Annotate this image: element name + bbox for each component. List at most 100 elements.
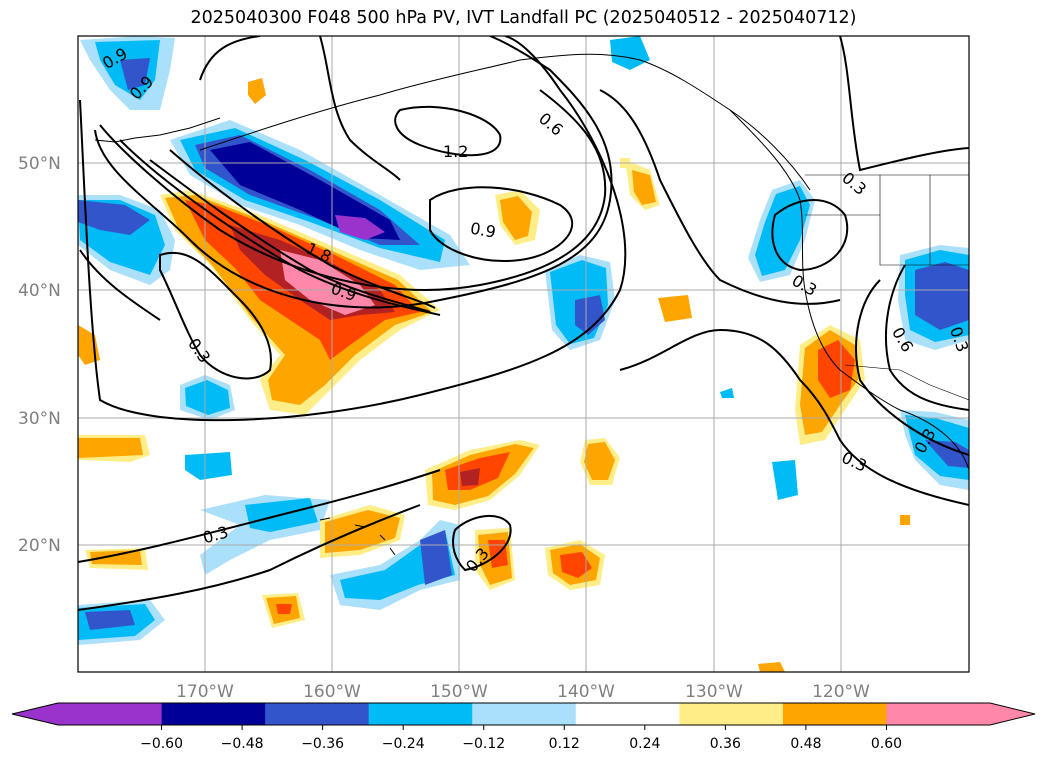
border-states-1	[805, 214, 969, 266]
map-frame	[77, 35, 970, 673]
longitude-labels: 170°W 160°W 150°W 140°W 130°W 120°W	[176, 682, 870, 702]
contour-label: 0.3	[839, 448, 870, 476]
contour-label: 0.3	[838, 168, 870, 199]
colorbar-swatch	[265, 703, 370, 725]
pv-blob-coast-north-cyan	[755, 186, 810, 276]
colorbar-swatch	[472, 703, 577, 725]
contour-coast-2	[599, 89, 841, 305]
contour-ca-2	[884, 264, 969, 411]
colorbar: −0.60 −0.48 −0.36 −0.24 −0.12 0.12 0.24 0.36 0.4…	[11, 702, 1036, 752]
contour-0-9	[99, 89, 607, 291]
contour-inner-1	[119, 139, 441, 316]
pv-blob-west-blue	[78, 200, 150, 235]
contour-ne	[839, 36, 969, 172]
lon-label-170w: 170°W	[176, 682, 234, 702]
contour-sub-1	[78, 469, 441, 563]
pv-blob-w	[78, 325, 100, 365]
colorbar-swatch	[161, 703, 266, 725]
lat-label-50n: 50°N	[18, 154, 61, 174]
pv-blob-coast-o1c	[632, 170, 656, 205]
contour-inner-2	[149, 159, 431, 313]
pv-blob-central-blue	[575, 295, 605, 335]
coastline-mx	[839, 369, 969, 471]
pv-blob-bottom	[758, 662, 785, 672]
colorbar-tick-label: 0.48	[790, 736, 821, 752]
lon-label-130w: 130°W	[685, 682, 743, 702]
colorbar-tick-label: 0.36	[710, 736, 741, 752]
pv-blob-tropical-1c	[185, 380, 230, 415]
pv-blob-alaska-coast	[610, 36, 650, 70]
pv-blob-se-blue	[925, 440, 969, 468]
pv-blob-tropical-4b	[420, 530, 452, 585]
pv-blob-small-dot	[720, 388, 734, 398]
lat-label-40n: 40°N	[18, 281, 61, 301]
colorbar-tick-label: 0.60	[871, 736, 902, 752]
pv-blob-dot-north	[248, 78, 266, 104]
pv-blob-s2r	[276, 604, 292, 614]
contour-0-9-loop	[429, 186, 574, 262]
colorbar-ticks: −0.60 −0.48 −0.36 −0.24 −0.12 0.12 0.24 0.36 0.4…	[140, 725, 902, 752]
colorbar-swatch	[679, 703, 784, 725]
chart-title: 2025040300 F048 500 hPa PV, IVT Landfall…	[190, 8, 857, 28]
border-states-2	[879, 175, 931, 265]
lat-label-30n: 30°N	[18, 409, 61, 429]
pv-band-north-purple	[335, 215, 385, 240]
colorbar-tick-label: −0.12	[462, 736, 505, 752]
lon-label-140w: 140°W	[557, 682, 615, 702]
contour-1-2	[394, 105, 502, 157]
contour-coast	[619, 328, 969, 506]
pv-blob-sw-o	[90, 550, 142, 565]
coastline-bc	[729, 109, 841, 371]
contour-inner-3	[169, 149, 436, 309]
contour-label: 0.6	[535, 109, 567, 140]
pv-blob-hi3r	[560, 552, 592, 578]
border-us-mexico	[844, 364, 969, 401]
pv-band-north-navy	[210, 142, 400, 240]
contour-0-6	[94, 36, 613, 309]
colorbar-tick-label: −0.24	[382, 736, 425, 752]
pv-blob-east-blue	[915, 262, 969, 330]
contour-0-3-low	[159, 251, 272, 380]
map-panel: 0.9 0.9 0.6 1.2 0.9 1.8 0.9 0.3 0.3 0.3 …	[78, 36, 969, 672]
contour-label: 0.9	[469, 219, 497, 242]
colorbar-tick-label: 0.24	[629, 736, 660, 752]
state-borders	[805, 174, 969, 401]
pv-blob-dot-e	[900, 515, 910, 525]
coastlines	[94, 53, 969, 556]
pv-blob-nw-inner	[120, 58, 150, 90]
contour-hi-loop	[452, 514, 512, 572]
contour-ca	[855, 279, 969, 456]
pv-blob-coast-o2	[658, 295, 692, 322]
coastline-aleutians	[94, 117, 221, 143]
lon-label-120w: 120°W	[812, 682, 870, 702]
contour-n-1	[199, 36, 261, 81]
graticule	[78, 36, 969, 672]
colorbar-outline	[11, 702, 1036, 726]
contour-sub-2	[78, 504, 421, 611]
pv-blob-s1c	[78, 438, 143, 458]
ivt-contours	[78, 36, 969, 611]
contour-outer-0-3	[79, 36, 627, 422]
contour-n-2	[319, 36, 401, 181]
lat-label-20n: 20°N	[18, 536, 61, 556]
coastline-hawaii	[319, 517, 396, 556]
colorbar-tick-label: 0.12	[549, 736, 580, 752]
contour-sc-loop	[771, 199, 849, 272]
lon-label-150w: 150°W	[430, 682, 488, 702]
colorbar-tick-label: −0.36	[301, 736, 344, 752]
pv-blob-hawaii-ed	[460, 468, 480, 486]
contour-label: 1.2	[443, 142, 468, 161]
pv-blob-sub1c	[584, 442, 615, 480]
contour-label: 0.3	[789, 271, 821, 300]
colorbar-swatch	[575, 703, 680, 725]
pv-blob-tropical-2	[185, 452, 232, 480]
colorbar-swatch	[886, 703, 1035, 725]
colorbar-swatch	[782, 703, 887, 725]
pv-blob-southwest-b	[85, 610, 135, 630]
latitude-labels: 50°N 40°N 30°N 20°N	[18, 154, 61, 556]
colorbar-swatches	[12, 703, 1035, 725]
colorbar-tick-label: −0.48	[221, 736, 264, 752]
colorbar-swatch	[12, 703, 162, 725]
negative-pv-fill	[78, 36, 969, 645]
